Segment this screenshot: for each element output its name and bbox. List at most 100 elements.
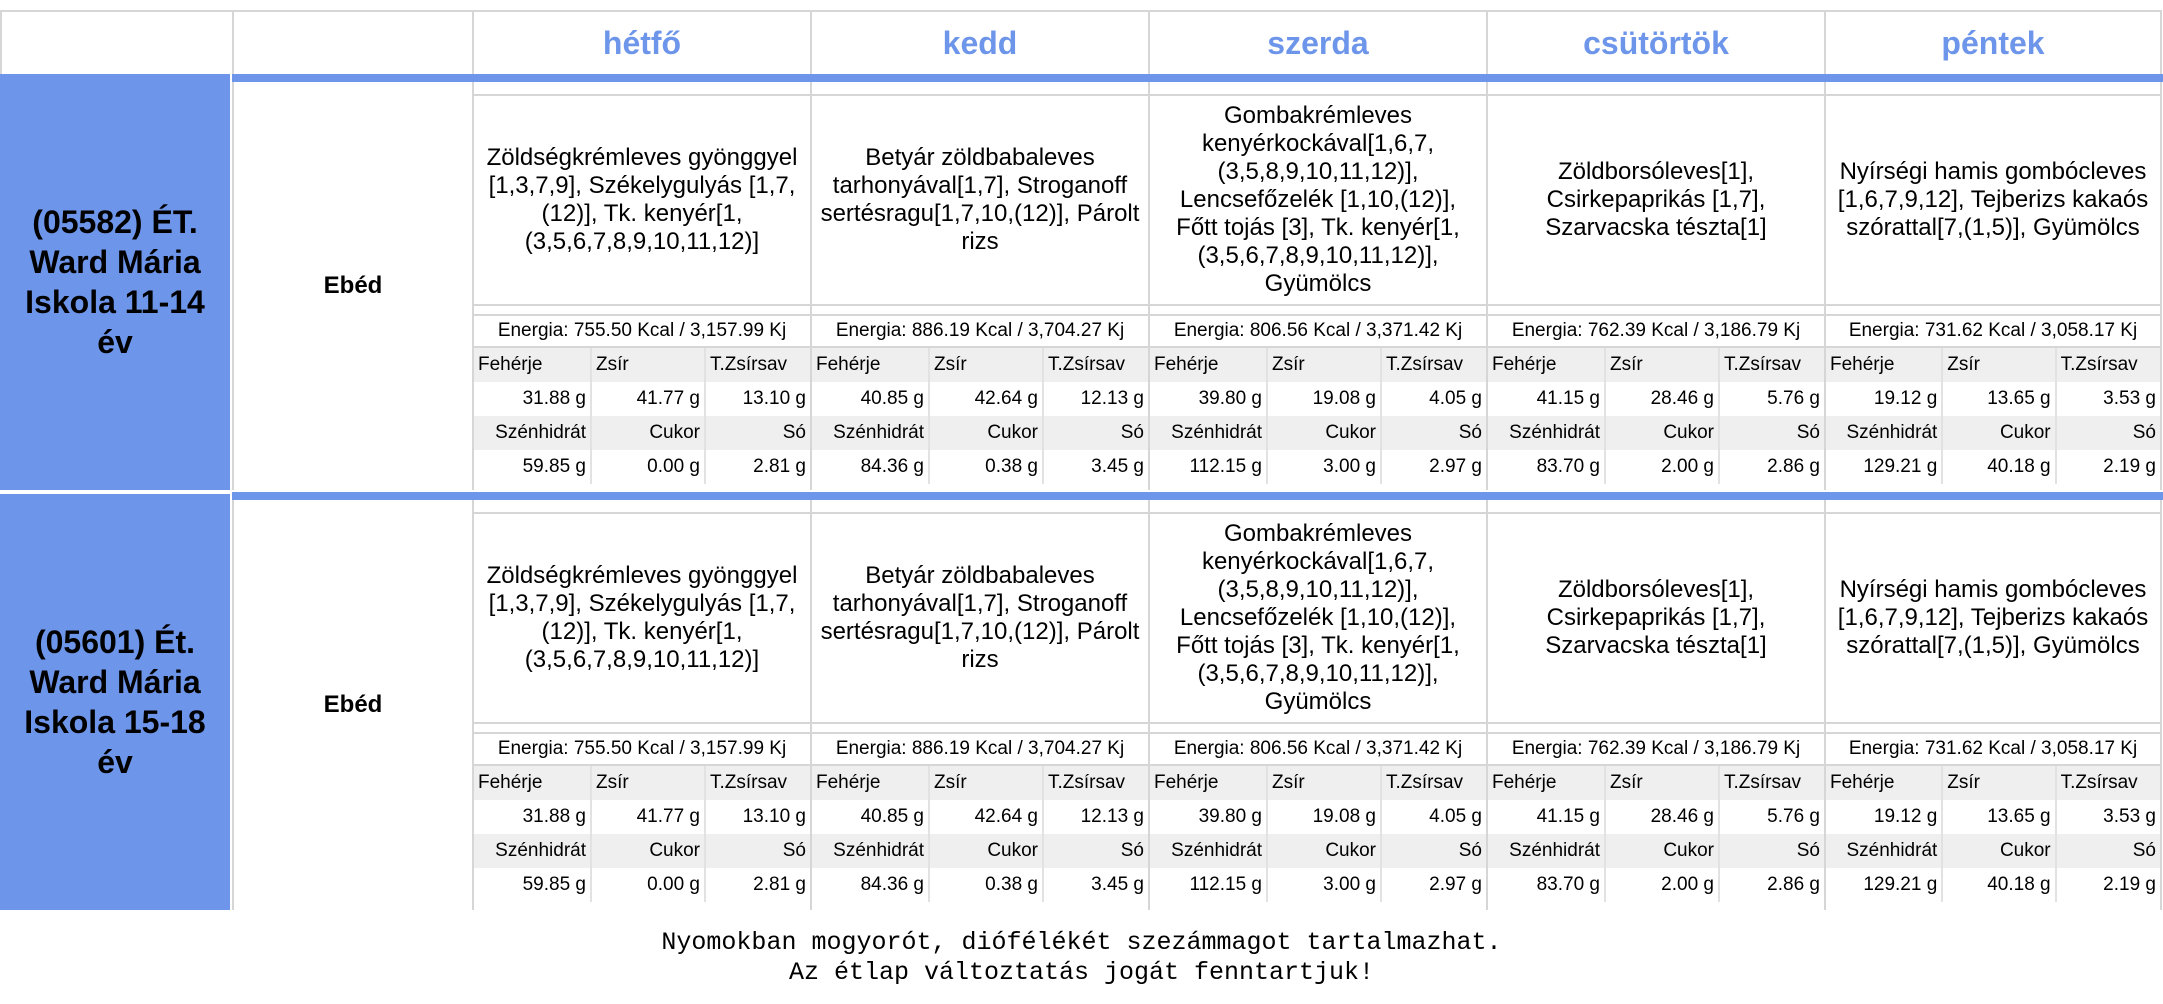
value-protein: 39.80 g <box>1150 800 1268 834</box>
value-carb: 84.36 g <box>812 450 930 484</box>
nutrient-value-row: 112.15 g 3.00 g 2.97 g <box>1150 868 1486 902</box>
label-sat-fat: T.Zsírsav <box>1048 772 1126 793</box>
value-protein: 31.88 g <box>474 800 592 834</box>
day-header-csutortok: csütörtök <box>1486 10 1824 74</box>
nutrient-value-row: 19.12 g 13.65 g 3.53 g <box>1826 800 2160 834</box>
value-protein: 40.85 g <box>812 382 930 416</box>
energy-value: Energia: 762.39 Kcal / 3,186.79 Kj <box>1488 314 1824 348</box>
day-cell: Zöldborsóleves[1], Csirkepaprikás [1,7],… <box>1486 82 1824 490</box>
menu-text: Zöldborsóleves[1], Csirkepaprikás [1,7],… <box>1488 512 1824 724</box>
value-fat: 28.46 g <box>1606 800 1720 834</box>
value-fat: 19.08 g <box>1268 382 1382 416</box>
value-salt: 2.86 g <box>1767 456 1820 477</box>
value-salt: 3.45 g <box>1091 874 1144 895</box>
label-salt: Só <box>782 422 806 443</box>
energy-value: Energia: 886.19 Kcal / 3,704.27 Kj <box>812 732 1148 766</box>
header-corner-cell <box>0 10 232 74</box>
value-fat: 28.46 g <box>1606 382 1720 416</box>
value-carb: 59.85 g <box>474 450 592 484</box>
label-fat: Zsír <box>592 348 706 382</box>
label-fat: Zsír <box>1943 766 2057 800</box>
label-sugar: Cukor <box>1606 416 1720 450</box>
value-salt: 2.19 g <box>2103 874 2156 895</box>
value-sat-fat: 4.05 g <box>1429 388 1482 409</box>
value-carb: 83.70 g <box>1488 450 1606 484</box>
value-protein: 31.88 g <box>474 382 592 416</box>
nutrient-label-row: Szénhidrát Cukor Só <box>1150 416 1486 450</box>
nutrient-label-row: Szénhidrát Cukor Só <box>1488 834 1824 868</box>
label-carb: Szénhidrát <box>1150 834 1268 868</box>
day-header-kedd: kedd <box>810 10 1148 74</box>
label-fat: Zsír <box>1268 766 1382 800</box>
value-carb: 112.15 g <box>1150 450 1268 484</box>
day-cell: Betyár zöldbabaleves tarhonyával[1,7], S… <box>810 500 1148 910</box>
label-carb: Szénhidrát <box>1826 834 1944 868</box>
day-cell: Zöldségkrémleves gyönggyel [1,3,7,9], Sz… <box>472 500 810 910</box>
label-sugar: Cukor <box>1268 416 1382 450</box>
menu-text: Gombakrémleves kenyérkockával[1,6,7,(3,5… <box>1150 94 1486 306</box>
value-sat-fat: 3.53 g <box>2103 806 2156 827</box>
nutrient-value-row: 84.36 g 0.38 g 3.45 g <box>812 868 1148 902</box>
nutrient-label-row: Fehérje Zsír T.Zsírsav <box>812 348 1148 382</box>
day-cell: Nyírségi hamis gombócleves [1,6,7,9,12],… <box>1824 500 2162 910</box>
value-salt: 2.86 g <box>1767 874 1820 895</box>
energy-value: Energia: 886.19 Kcal / 3,704.27 Kj <box>812 314 1148 348</box>
nutrient-value-row: 39.80 g 19.08 g 4.05 g <box>1150 800 1486 834</box>
label-protein: Fehérje <box>1150 766 1268 800</box>
label-sat-fat: T.Zsírsav <box>1048 354 1126 375</box>
nutrient-label-row: Fehérje Zsír T.Zsírsav <box>474 348 810 382</box>
nutrient-label-row: Szénhidrát Cukor Só <box>1150 834 1486 868</box>
label-protein: Fehérje <box>1826 348 1944 382</box>
energy-value: Energia: 731.62 Kcal / 3,058.17 Kj <box>1826 314 2160 348</box>
label-sat-fat: T.Zsírsav <box>710 354 788 375</box>
value-sugar: 0.00 g <box>592 450 706 484</box>
label-salt: Só <box>1458 840 1482 861</box>
nutrient-value-row: 40.85 g 42.64 g 12.13 g <box>812 800 1148 834</box>
value-sat-fat: 4.05 g <box>1429 806 1482 827</box>
menu-text: Betyár zöldbabaleves tarhonyával[1,7], S… <box>812 512 1148 724</box>
nutrient-label-row: Fehérje Zsír T.Zsírsav <box>1826 348 2160 382</box>
value-sat-fat: 12.13 g <box>1080 388 1144 409</box>
value-salt: 2.97 g <box>1429 874 1482 895</box>
value-fat: 41.77 g <box>592 382 706 416</box>
value-sugar: 3.00 g <box>1268 450 1382 484</box>
value-carb: 83.70 g <box>1488 868 1606 902</box>
label-carb: Szénhidrát <box>812 416 930 450</box>
nutrient-value-row: 41.15 g 28.46 g 5.76 g <box>1488 382 1824 416</box>
label-carb: Szénhidrát <box>1826 416 1944 450</box>
label-salt: Só <box>2132 840 2156 861</box>
group-name-cell: (05582) ÉT. Ward Mária Iskola 11-14 év <box>0 74 230 490</box>
nutrient-label-row: Szénhidrát Cukor Só <box>474 834 810 868</box>
energy-value: Energia: 755.50 Kcal / 3,157.99 Kj <box>474 732 810 766</box>
label-fat: Zsír <box>1943 348 2057 382</box>
group-name-cell: (05601) Ét. Ward Mária Iskola 15-18 év <box>0 494 230 910</box>
label-salt: Só <box>782 840 806 861</box>
nutrient-label-row: Fehérje Zsír T.Zsírsav <box>812 766 1148 800</box>
menu-text: Nyírségi hamis gombócleves [1,6,7,9,12],… <box>1826 512 2160 724</box>
label-protein: Fehérje <box>1488 348 1606 382</box>
label-fat: Zsír <box>930 348 1044 382</box>
day-cell: Gombakrémleves kenyérkockával[1,6,7,(3,5… <box>1148 82 1486 490</box>
label-protein: Fehérje <box>1488 766 1606 800</box>
label-salt: Só <box>1120 422 1144 443</box>
day-cell: Zöldségkrémleves gyönggyel [1,3,7,9], Sz… <box>472 82 810 490</box>
label-protein: Fehérje <box>474 766 592 800</box>
menu-text: Gombakrémleves kenyérkockával[1,6,7,(3,5… <box>1150 512 1486 724</box>
day-cell: Gombakrémleves kenyérkockával[1,6,7,(3,5… <box>1148 500 1486 910</box>
label-carb: Szénhidrát <box>1150 416 1268 450</box>
value-sugar: 40.18 g <box>1943 450 2057 484</box>
value-sugar: 0.38 g <box>930 868 1044 902</box>
label-sugar: Cukor <box>592 834 706 868</box>
label-sugar: Cukor <box>1606 834 1720 868</box>
value-fat: 42.64 g <box>930 382 1044 416</box>
value-sat-fat: 5.76 g <box>1767 806 1820 827</box>
menu-text: Betyár zöldbabaleves tarhonyával[1,7], S… <box>812 94 1148 306</box>
day-cell: Zöldborsóleves[1], Csirkepaprikás [1,7],… <box>1486 500 1824 910</box>
day-cell: Betyár zöldbabaleves tarhonyával[1,7], S… <box>810 82 1148 490</box>
nutrient-value-row: 84.36 g 0.38 g 3.45 g <box>812 450 1148 484</box>
value-salt: 3.45 g <box>1091 456 1144 477</box>
footer-allergen-note: Nyomokban mogyorót, diófélékét szezámmag… <box>661 928 1502 957</box>
day-header-pentek: péntek <box>1824 10 2162 74</box>
energy-value: Energia: 755.50 Kcal / 3,157.99 Kj <box>474 314 810 348</box>
